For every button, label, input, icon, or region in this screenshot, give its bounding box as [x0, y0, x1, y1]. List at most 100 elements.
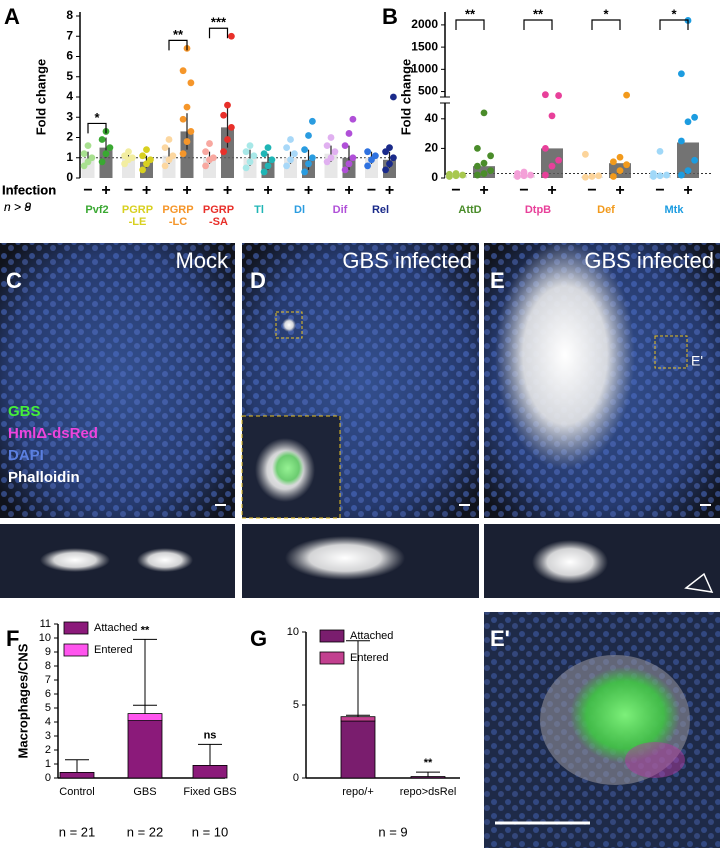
data-point — [264, 144, 272, 152]
y-tick-label: 1500 — [411, 39, 438, 53]
infection-sign: − — [83, 182, 92, 199]
data-point — [98, 136, 106, 143]
error-bar — [133, 638, 157, 714]
error-bar — [346, 640, 370, 717]
infection-sign: + — [547, 182, 556, 199]
group-label: PGRP — [203, 204, 234, 216]
panel-letter: B — [382, 4, 398, 29]
y-tick-label: 8 — [66, 8, 73, 22]
gbs-cluster — [570, 667, 680, 763]
data-point — [242, 148, 250, 156]
data-point — [691, 156, 698, 164]
significance-bracket — [591, 19, 621, 30]
group-label: Dif — [333, 204, 348, 216]
data-point — [446, 170, 453, 178]
legend-label: Attached — [94, 622, 137, 634]
group-label: Tl — [254, 204, 264, 216]
legend-label: Entered — [94, 644, 133, 656]
error-bar — [65, 759, 89, 773]
data-point — [220, 111, 228, 119]
data-point — [309, 117, 316, 125]
data-point — [206, 140, 213, 147]
data-point — [327, 134, 335, 141]
data-point — [98, 158, 106, 166]
bar — [140, 161, 153, 178]
n-label: n = 22 — [127, 824, 164, 839]
infection-sign: − — [245, 182, 254, 199]
y-tick-label: 1 — [66, 150, 73, 164]
data-point — [161, 162, 169, 170]
significance: ** — [465, 6, 476, 21]
x-tick-label: Fixed GBS — [183, 786, 236, 798]
group-label: Rel — [372, 204, 389, 216]
stain-label: HmlΔ-dsRed — [8, 425, 98, 442]
bar — [99, 147, 113, 178]
data-point — [555, 92, 562, 99]
y-tick-label: 1 — [45, 758, 51, 770]
y-tick-label: 8 — [45, 660, 51, 672]
data-point — [542, 145, 549, 152]
data-point — [678, 70, 685, 78]
data-point — [301, 168, 308, 176]
data-point — [656, 172, 664, 180]
strip-blob — [137, 548, 193, 572]
y-tick-label: 20 — [425, 141, 439, 155]
image-label: GBS infected — [584, 248, 714, 273]
data-point — [102, 150, 110, 158]
data-point — [684, 118, 692, 126]
group-label: -LE — [129, 216, 147, 228]
bar-segment — [340, 720, 376, 779]
legend-swatch — [63, 621, 89, 635]
data-point — [224, 136, 231, 143]
y-tick-label: 2 — [45, 744, 51, 756]
data-point — [582, 173, 589, 181]
data-point — [331, 148, 339, 156]
data-point — [555, 156, 562, 164]
data-point — [143, 146, 150, 154]
bar-segment — [127, 713, 163, 721]
data-point — [228, 123, 235, 131]
group-label: -SA — [209, 216, 228, 228]
zoom-box — [654, 335, 688, 369]
data-point — [390, 93, 397, 101]
data-point — [301, 146, 308, 154]
panel-letter: C — [6, 268, 22, 293]
data-point — [210, 154, 217, 162]
data-point — [588, 173, 596, 180]
infection-sign: − — [655, 182, 664, 199]
strip-blob — [532, 540, 608, 584]
data-point — [480, 159, 488, 167]
group-label: PGRP — [122, 204, 153, 216]
y-tick-label: 0 — [293, 772, 299, 784]
data-point — [169, 152, 177, 160]
legend-swatch — [63, 643, 89, 657]
infection-sign: + — [479, 182, 488, 199]
y-tick-label: 2000 — [411, 17, 438, 31]
infection-sign: + — [263, 182, 272, 199]
cell — [282, 318, 296, 332]
significance: *** — [211, 15, 227, 30]
data-point — [246, 158, 254, 166]
data-point — [187, 79, 195, 87]
bar-segment — [340, 716, 376, 722]
infection-sign: + — [344, 182, 353, 199]
y-tick-label: 2 — [66, 130, 73, 144]
y-tick-label: 5 — [66, 69, 73, 83]
panel-letter: D — [250, 268, 266, 293]
data-point — [242, 164, 250, 172]
data-point — [623, 91, 630, 99]
data-point — [684, 167, 692, 175]
y-tick-label: 5 — [45, 702, 51, 714]
y-tick-label: 5 — [293, 699, 299, 711]
significance: ns — [204, 729, 217, 741]
data-point — [480, 170, 488, 177]
y-tick-label: 9 — [45, 646, 51, 658]
infection-sign: + — [142, 182, 151, 199]
infection-sign: + — [615, 182, 624, 199]
data-point — [246, 142, 254, 150]
data-point — [327, 154, 335, 162]
strip-c — [0, 524, 235, 598]
infection-sign: − — [164, 182, 173, 199]
data-point — [161, 144, 169, 152]
stain-legend: GBS HmlΔ-dsRed DAPI Phalloidin — [8, 403, 98, 486]
